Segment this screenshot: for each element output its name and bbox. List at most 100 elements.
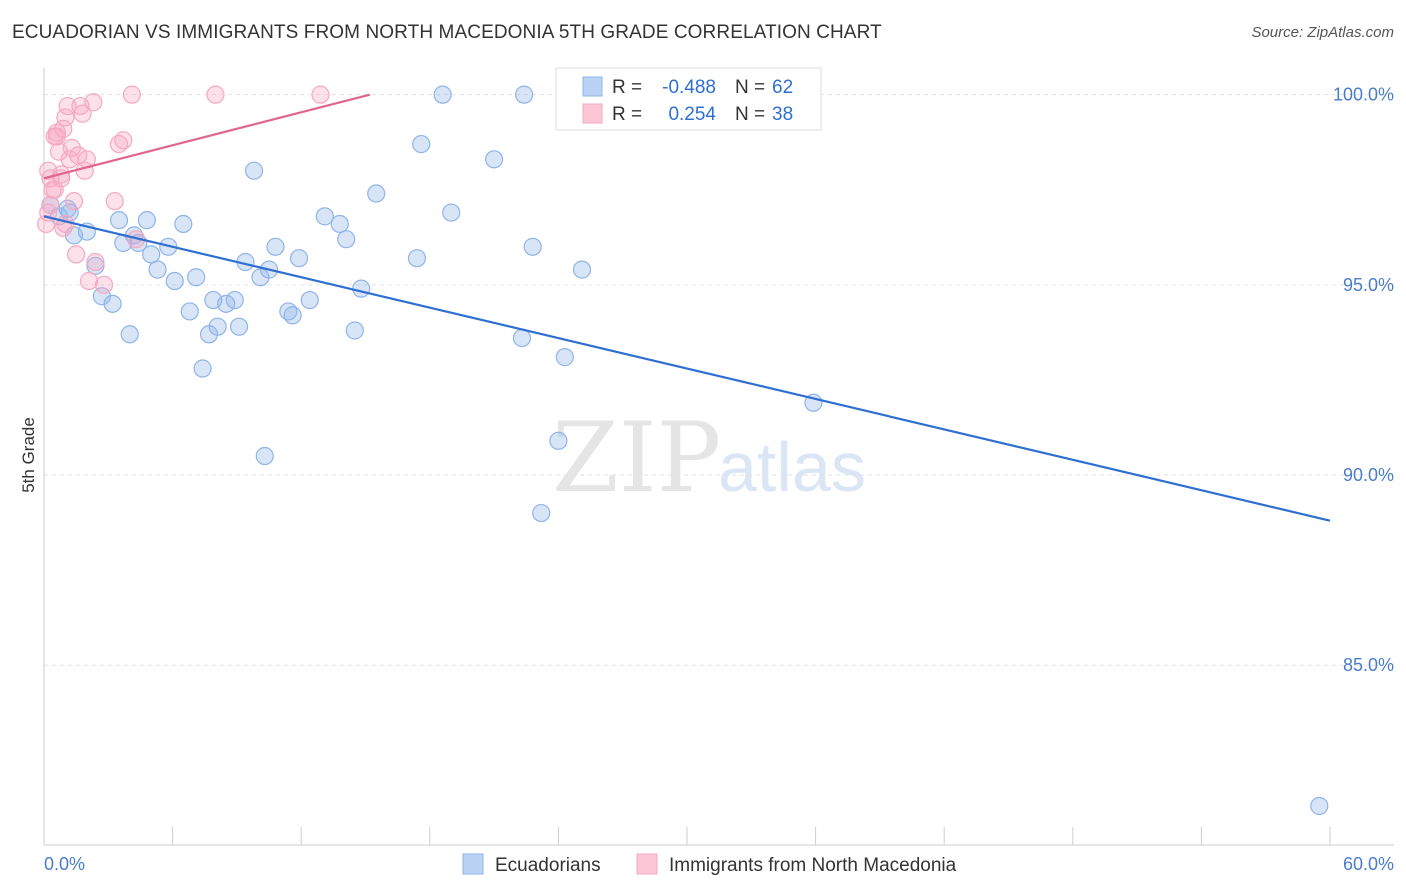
- north-macedonia-point-12: [62, 138, 81, 157]
- series-legend-label-north-macedonia: Immigrants from North Macedonia: [669, 855, 957, 876]
- ecuadorians-point-44: [367, 184, 386, 203]
- watermark-atlas: atlas: [718, 428, 866, 506]
- legend-r-value-ecuadorians: -0.488: [662, 77, 716, 98]
- ecuadorians-point-43: [352, 279, 371, 298]
- ecuadorians-point-51: [515, 85, 534, 104]
- ecuadorians-point-39: [315, 207, 334, 226]
- north-macedonia-point-21: [84, 93, 103, 112]
- ecuadorians-point-9: [109, 211, 129, 230]
- x-tick-labels: 0.0% 60.0%: [44, 854, 1394, 874]
- legend-r-value-north-macedonia: 0.254: [668, 104, 716, 125]
- ecuadorians-point-42: [345, 321, 364, 340]
- north-macedonia-point-8: [54, 119, 73, 138]
- ecuadorians-point-41: [337, 230, 356, 249]
- ecuadorians-point-26: [217, 294, 236, 313]
- y-tick-labels: 100.0% 95.0% 90.0% 85.0%: [1333, 85, 1394, 676]
- ecuadorians-point-58: [1310, 796, 1329, 816]
- axes: [43, 68, 1394, 846]
- north-macedonia-trend-line: [43, 93, 371, 180]
- ecuadorians-point-25: [208, 317, 227, 336]
- north-macedonia-point-26: [114, 131, 133, 150]
- north-macedonia-point-20: [79, 271, 99, 291]
- series-legend: Ecuadorians Immigrants from North Macedo…: [462, 853, 957, 876]
- ecuadorians-point-32: [255, 446, 274, 466]
- y-tick-label-1: 95.0%: [1343, 275, 1394, 295]
- north-macedonia-point-23: [94, 275, 114, 294]
- north-macedonia-point-17: [73, 104, 92, 123]
- ecuadorians-point-21: [187, 268, 206, 287]
- ecuadorians-point-11: [120, 325, 139, 344]
- ecuadorians-point-20: [180, 302, 199, 321]
- north-macedonia-point-24: [105, 192, 124, 211]
- legend-n-value-ecuadorians: 62: [772, 77, 793, 98]
- north-macedonia-point-15: [69, 146, 88, 165]
- ecuadorians-point-45: [407, 249, 427, 268]
- ecuadorians-point-38: [300, 290, 319, 310]
- north-macedonia-point-10: [58, 96, 77, 116]
- watermark-zip: ZIP: [552, 402, 721, 514]
- ecuadorians-point-53: [532, 503, 551, 523]
- ecuadorians-point-50: [512, 328, 532, 348]
- data-points: [37, 85, 1329, 816]
- ecuadorians-point-3: [60, 203, 79, 222]
- chart-source: Source: ZipAtlas.com: [1251, 24, 1394, 41]
- ecuadorians-point-40: [330, 214, 349, 234]
- x-tick-label-0: 0.0%: [44, 854, 85, 874]
- ecuadorians-point-37: [289, 249, 309, 268]
- ecuadorians-point-19: [174, 214, 193, 234]
- ecuadorians-trend-line: [43, 215, 1331, 522]
- north-macedonia-point-9: [56, 108, 75, 127]
- ecuadorians-point-34: [266, 237, 285, 256]
- north-macedonia-point-34: [41, 195, 60, 215]
- ecuadorians-point-54: [549, 431, 568, 450]
- legend-swatch-north-macedonia: [582, 103, 603, 124]
- legend-r-label-ecuadorians: R =: [612, 77, 642, 98]
- ecuadorians-point-47: [433, 85, 452, 104]
- north-macedonia-point-0: [37, 214, 56, 234]
- y-tick-label-0: 100.0%: [1333, 85, 1394, 105]
- north-macedonia-point-30: [311, 85, 330, 104]
- ecuadorians-point-16: [148, 260, 167, 279]
- gridlines: [44, 94, 1394, 666]
- north-macedonia-point-28: [122, 85, 141, 104]
- y-tick-label-2: 90.0%: [1343, 465, 1394, 485]
- ecuadorians-point-27: [225, 290, 244, 310]
- ecuadorians-point-22: [193, 359, 212, 378]
- chart-title: ECUADORIAN VS IMMIGRANTS FROM NORTH MACE…: [12, 22, 882, 43]
- north-macedonia-point-29: [206, 85, 225, 104]
- series-legend-swatch-north-macedonia: [636, 853, 658, 875]
- trend-lines: [43, 93, 1331, 522]
- north-macedonia-point-14: [67, 245, 86, 264]
- north-macedonia-point-22: [86, 252, 105, 272]
- legend-n-label-north-macedonia: N =: [735, 104, 765, 125]
- north-macedonia-point-13: [64, 192, 84, 211]
- y-tick-label-3: 85.0%: [1343, 655, 1394, 675]
- ecuadorians-point-49: [485, 150, 504, 169]
- legend-swatch-ecuadorians: [582, 76, 603, 97]
- ecuadorians-point-56: [572, 260, 592, 279]
- north-macedonia-point-31: [45, 180, 64, 199]
- north-macedonia-point-2: [41, 169, 60, 188]
- ecuadorians-point-28: [229, 317, 249, 336]
- watermark: ZIP atlas: [552, 402, 866, 514]
- ecuadorians-point-55: [555, 348, 574, 367]
- ecuadorians-point-52: [523, 237, 542, 256]
- y-axis-title: 5th Grade: [19, 417, 38, 493]
- ecuadorians-point-30: [244, 161, 264, 180]
- ecuadorians-point-6: [86, 256, 105, 275]
- legend-r-label-north-macedonia: R =: [612, 104, 642, 125]
- series-legend-label-ecuadorians: Ecuadorians: [495, 855, 601, 876]
- ecuadorians-point-36: [283, 306, 302, 325]
- ecuadorians-point-14: [137, 211, 156, 230]
- series-legend-swatch-ecuadorians: [462, 853, 484, 875]
- ecuadorians-point-18: [165, 271, 184, 291]
- legend-n-label-ecuadorians: N =: [735, 77, 765, 98]
- ecuadorians-point-8: [103, 294, 122, 313]
- x-tick-label-1: 60.0%: [1343, 854, 1394, 874]
- ecuadorians-point-48: [442, 203, 461, 222]
- ecuadorians-point-46: [412, 134, 431, 154]
- correlation-legend: R = -0.488 N = 62 R = 0.254 N = 38: [555, 67, 822, 131]
- north-macedonia-point-36: [47, 127, 66, 146]
- legend-n-value-north-macedonia: 38: [772, 104, 793, 125]
